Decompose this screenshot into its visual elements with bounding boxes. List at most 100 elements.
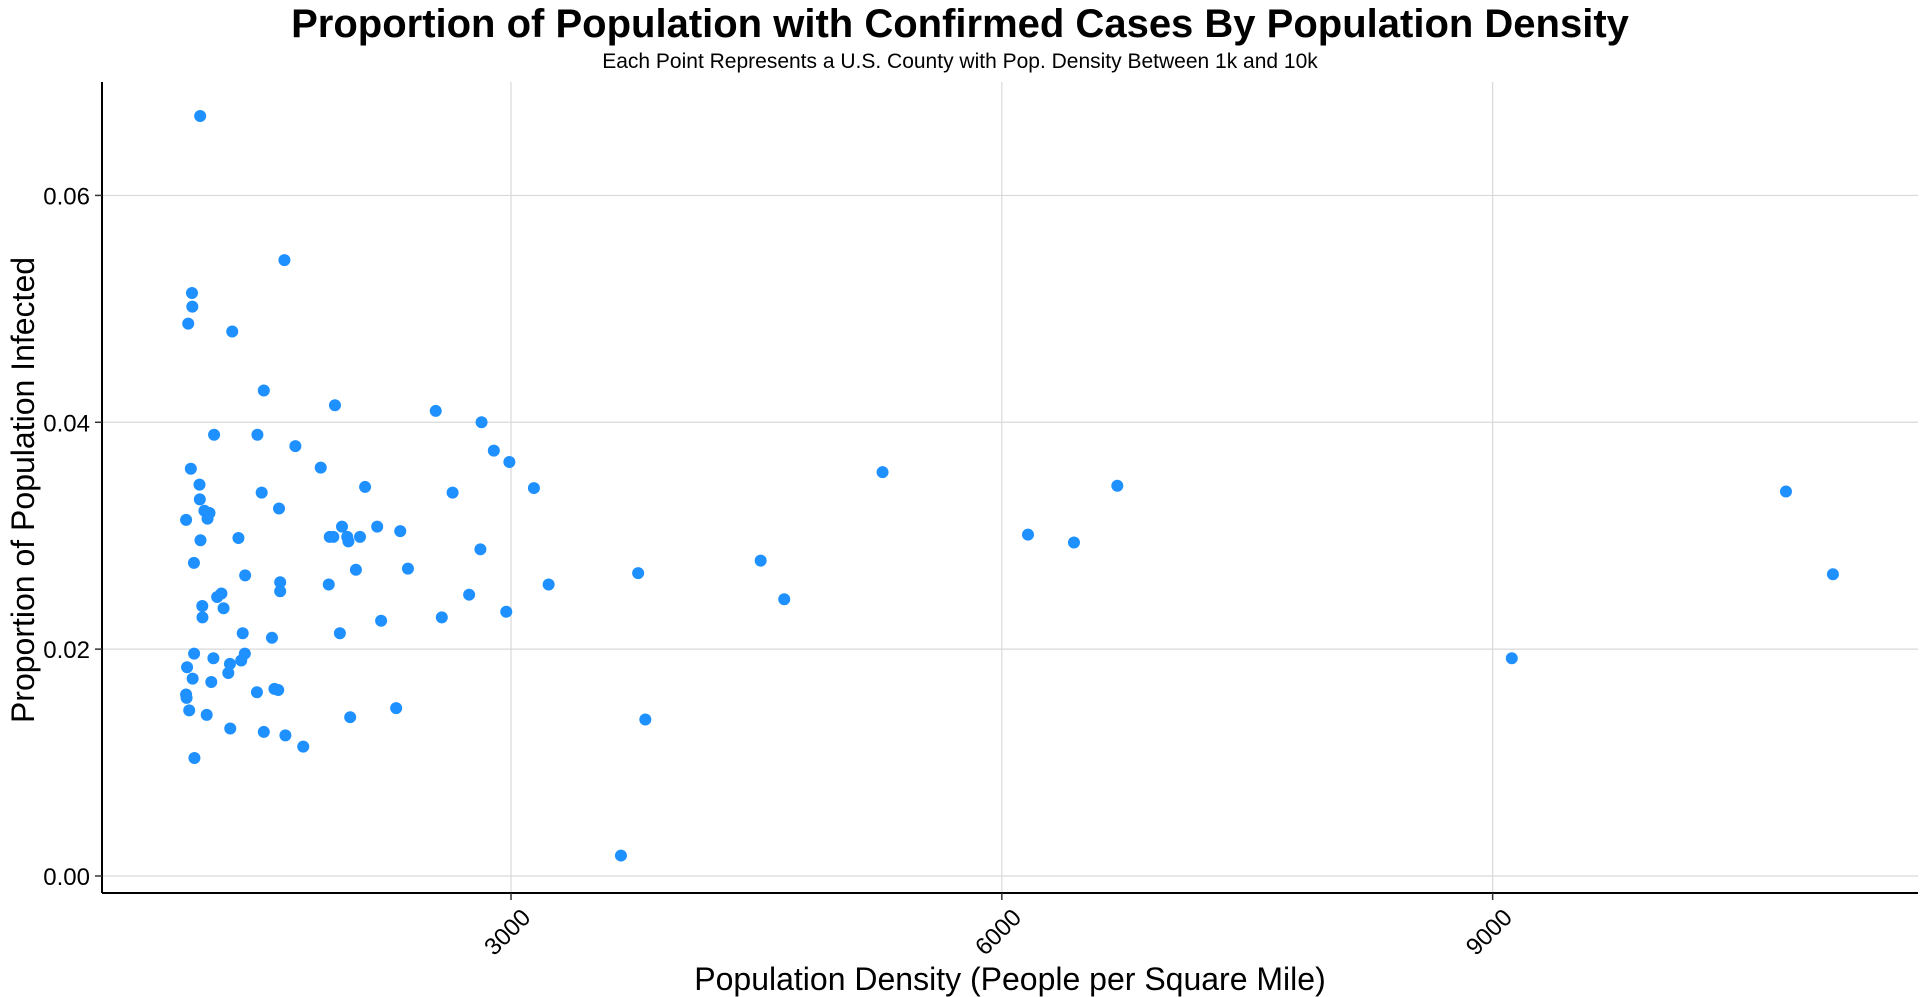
data-point bbox=[474, 543, 487, 556]
data-point bbox=[257, 384, 270, 397]
data-point bbox=[375, 614, 388, 627]
data-point bbox=[217, 602, 230, 615]
data-point bbox=[239, 569, 252, 582]
data-point bbox=[487, 444, 500, 457]
y-tick-label: 0.04 bbox=[43, 410, 90, 437]
data-point bbox=[196, 611, 209, 624]
data-point bbox=[207, 652, 220, 665]
data-point bbox=[333, 627, 346, 640]
data-point bbox=[236, 627, 249, 640]
data-point bbox=[394, 525, 407, 538]
data-point bbox=[201, 512, 214, 525]
data-point bbox=[314, 461, 327, 474]
data-point bbox=[342, 535, 355, 548]
data-point bbox=[255, 486, 268, 499]
data-point bbox=[876, 466, 889, 479]
data-point bbox=[359, 480, 372, 493]
x-tick-label: 3000 bbox=[479, 904, 536, 961]
data-point bbox=[185, 286, 198, 299]
data-point bbox=[200, 708, 213, 721]
data-point bbox=[1021, 528, 1034, 541]
data-point bbox=[349, 563, 362, 576]
data-point bbox=[194, 110, 207, 123]
data-point bbox=[289, 440, 302, 453]
data-point bbox=[344, 711, 357, 724]
data-point bbox=[279, 729, 292, 742]
data-point bbox=[180, 513, 193, 526]
x-tick-label: 9000 bbox=[1461, 904, 1518, 961]
data-point bbox=[205, 676, 218, 689]
data-point bbox=[226, 325, 239, 338]
data-point bbox=[184, 462, 197, 475]
data-point bbox=[336, 520, 349, 533]
grid-lines bbox=[102, 82, 1918, 893]
data-point bbox=[235, 654, 248, 667]
data-point bbox=[224, 722, 237, 735]
data-point bbox=[272, 683, 285, 696]
x-tick-label: 6000 bbox=[970, 904, 1027, 961]
data-point bbox=[222, 666, 235, 679]
data-point bbox=[1505, 652, 1518, 665]
data-point bbox=[274, 576, 287, 589]
y-tick-label: 0.02 bbox=[43, 637, 90, 664]
data-point bbox=[1111, 479, 1124, 492]
data-point bbox=[632, 567, 645, 580]
y-tick-label: 0.00 bbox=[43, 864, 90, 891]
data-point bbox=[327, 530, 340, 543]
data-point bbox=[429, 404, 442, 417]
y-tick-label: 0.06 bbox=[43, 183, 90, 210]
data-point bbox=[328, 399, 341, 412]
data-point bbox=[196, 600, 209, 613]
data-point bbox=[223, 657, 236, 670]
data-point bbox=[183, 704, 196, 717]
data-point bbox=[193, 478, 206, 491]
data-point bbox=[527, 482, 540, 495]
data-point bbox=[265, 631, 278, 644]
data-point bbox=[401, 562, 414, 575]
data-point bbox=[778, 593, 791, 606]
data-point bbox=[503, 455, 516, 468]
data-point bbox=[211, 590, 224, 603]
data-point bbox=[446, 486, 459, 499]
data-point bbox=[371, 520, 384, 533]
data-point bbox=[273, 502, 286, 515]
data-point bbox=[297, 740, 310, 753]
data-point bbox=[188, 752, 201, 765]
data-point bbox=[181, 661, 194, 674]
data-point bbox=[180, 691, 193, 704]
data-point bbox=[194, 534, 207, 547]
axis-ticks: 0.00 0.02 0.04 0.06 3000 6000 9000 bbox=[43, 183, 1517, 960]
data-point bbox=[354, 530, 367, 543]
data-point bbox=[322, 578, 335, 591]
data-point bbox=[463, 588, 476, 601]
data-point bbox=[232, 531, 245, 544]
chart-title: Proportion of Population with Confirmed … bbox=[291, 2, 1629, 46]
data-point bbox=[257, 725, 270, 738]
data-point bbox=[274, 585, 287, 598]
data-point bbox=[542, 578, 555, 591]
y-axis-title: Proportion of Population Infected bbox=[5, 257, 41, 723]
data-point bbox=[186, 300, 199, 313]
data-point bbox=[182, 317, 195, 330]
data-point bbox=[187, 556, 200, 569]
data-point bbox=[251, 428, 264, 441]
data-point bbox=[1067, 536, 1080, 549]
x-axis-title: Population Density (People per Square Mi… bbox=[694, 961, 1325, 997]
data-point bbox=[614, 849, 627, 862]
data-point bbox=[188, 647, 201, 660]
data-point bbox=[1826, 568, 1839, 581]
data-point bbox=[639, 713, 652, 726]
data-point bbox=[500, 605, 513, 618]
data-point bbox=[435, 611, 448, 624]
chart-subtitle: Each Point Represents a U.S. County with… bbox=[602, 50, 1318, 73]
data-point bbox=[390, 702, 403, 715]
data-point bbox=[208, 428, 221, 441]
data-point bbox=[250, 686, 263, 699]
data-point bbox=[475, 416, 488, 429]
data-point bbox=[186, 672, 199, 685]
data-points bbox=[180, 110, 1839, 862]
data-point bbox=[754, 554, 767, 567]
data-point bbox=[278, 254, 291, 267]
data-point bbox=[1779, 485, 1792, 498]
